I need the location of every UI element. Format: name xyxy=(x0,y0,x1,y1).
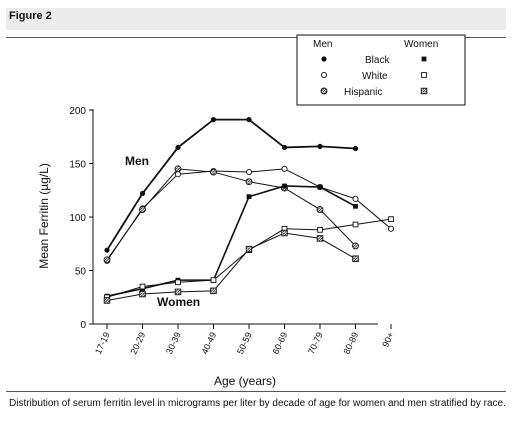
y-axis-label: Mean Ferritin (µg/L) xyxy=(37,163,51,269)
y-tick-label: 0 xyxy=(80,320,86,331)
legend-marker-men-black xyxy=(321,56,327,62)
data-point-men-black xyxy=(175,144,181,151)
data-point-men-black xyxy=(352,145,359,152)
top-rule xyxy=(6,37,506,38)
data-point-men-hispanic xyxy=(316,206,324,213)
data-point-women-hispanic xyxy=(352,255,359,262)
caption-rule xyxy=(6,391,506,392)
y-tick-label: 200 xyxy=(69,106,86,117)
legend-marker-men-hispanic xyxy=(320,87,328,95)
y-tick-label: 100 xyxy=(69,213,86,224)
data-point-women-hispanic xyxy=(245,245,253,253)
data-point-women-black xyxy=(282,183,287,189)
data-point-men-hispanic xyxy=(174,165,182,173)
data-point-women-white xyxy=(352,221,359,228)
data-point-men-black xyxy=(281,144,288,151)
data-point-men-black xyxy=(210,117,217,123)
figure-caption: Distribution of serum ferritin level in … xyxy=(9,398,506,409)
data-point-women-hispanic xyxy=(139,290,146,298)
data-point-women-white xyxy=(388,216,394,222)
data-point-women-hispanic xyxy=(281,229,288,237)
legend-marker-women-hispanic xyxy=(420,87,428,95)
x-tick-label: 30-39 xyxy=(164,331,183,356)
data-point-men-white xyxy=(387,225,395,232)
data-point-men-hispanic xyxy=(352,242,359,250)
series-line-women-black xyxy=(106,185,356,297)
data-point-men-white xyxy=(245,169,253,176)
series-line-men-hispanic xyxy=(106,168,356,261)
series-line-women-white xyxy=(106,218,392,298)
x-tick-label: 80-89 xyxy=(342,331,361,356)
data-point-women-black xyxy=(246,194,252,200)
data-point-women-hispanic xyxy=(316,235,324,242)
legend-women-header: Women xyxy=(404,39,438,50)
legend-marker-women-white xyxy=(421,72,427,78)
y-tick-label: 50 xyxy=(75,267,87,278)
data-point-men-hispanic xyxy=(139,206,146,213)
legend-marker-women-black xyxy=(421,56,427,62)
data-point-women-white xyxy=(210,277,217,283)
series-line-men-black xyxy=(106,118,356,251)
x-tick-label: 17-19 xyxy=(93,331,112,356)
data-point-men-black xyxy=(139,190,146,197)
legend-marker-men-white xyxy=(320,71,328,79)
legend-label-black: Black xyxy=(365,55,390,66)
data-point-men-hispanic xyxy=(210,168,217,176)
figure-header-band xyxy=(6,8,506,30)
data-point-women-black xyxy=(317,184,323,190)
legend-label-white: White xyxy=(362,71,388,82)
data-point-women-hispanic xyxy=(174,288,182,296)
y-tick-label: 150 xyxy=(69,160,86,171)
data-point-women-white xyxy=(317,226,323,233)
data-point-men-white xyxy=(174,171,182,178)
x-axis-label: Age (years) xyxy=(214,374,276,388)
legend: Men Women Black White Hispanic xyxy=(296,34,466,106)
x-tick-label: 60-69 xyxy=(271,331,290,356)
data-point-women-white xyxy=(139,283,146,290)
x-tick-label: 20-29 xyxy=(129,331,148,356)
data-point-men-hispanic xyxy=(245,178,253,186)
data-point-women-hispanic xyxy=(103,297,111,304)
x-tick-label: 40-49 xyxy=(200,331,219,356)
data-point-men-black xyxy=(317,143,323,149)
annotation-women: Women xyxy=(157,295,200,309)
data-point-women-white xyxy=(175,279,181,286)
data-point-men-hispanic xyxy=(103,256,111,264)
x-tick-label: 70-79 xyxy=(306,331,325,356)
data-point-men-white xyxy=(281,165,288,172)
x-tick-label: 90+ xyxy=(380,331,396,349)
figure-label: Figure 2 xyxy=(9,10,52,22)
legend-men-header: Men xyxy=(313,39,332,50)
data-point-men-black xyxy=(104,247,110,253)
data-point-women-hispanic xyxy=(210,287,217,295)
x-tick-label: 50-59 xyxy=(235,331,254,356)
series-line-women-hispanic xyxy=(106,232,356,301)
data-point-men-black xyxy=(246,117,252,123)
data-point-men-white xyxy=(352,195,359,202)
legend-label-hispanic: Hispanic xyxy=(344,87,382,98)
annotation-men: Men xyxy=(125,154,149,168)
data-point-women-black xyxy=(353,203,358,209)
